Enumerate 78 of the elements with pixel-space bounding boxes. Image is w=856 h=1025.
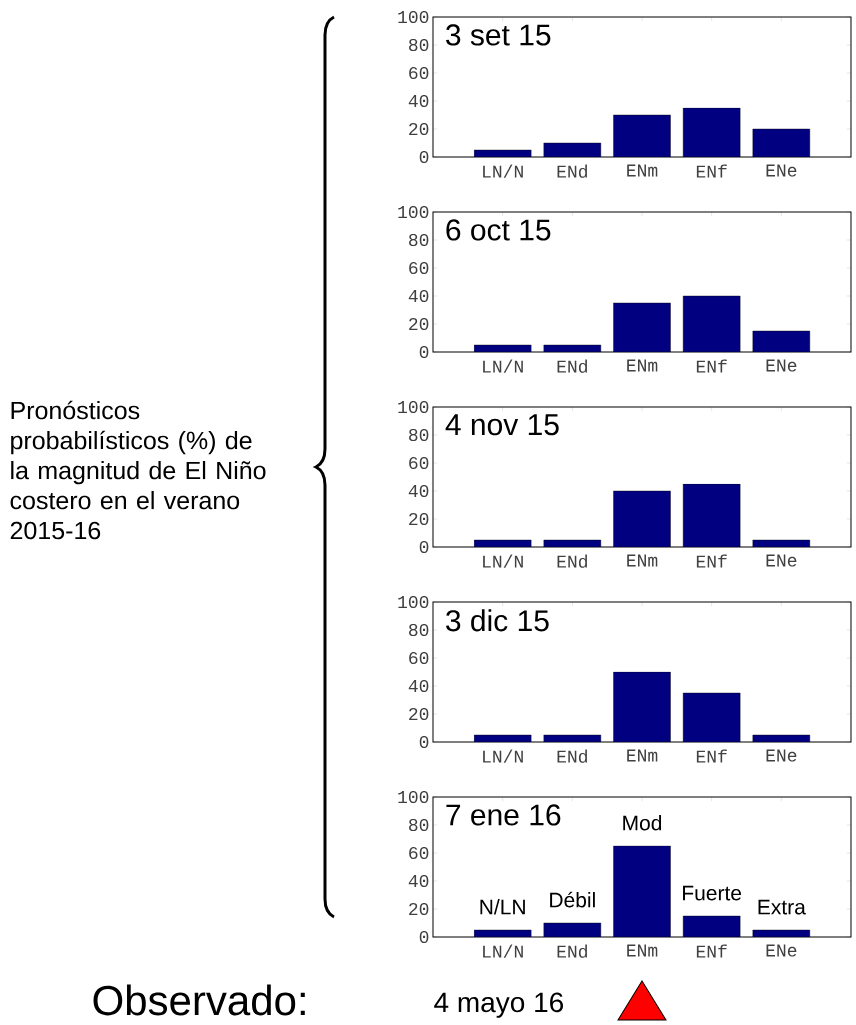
y-tick-label: 40 [408, 679, 429, 693]
x-tick-label: ENf [696, 164, 727, 178]
x-tick-label: ENe [766, 359, 797, 372]
x-tick-label: ENm [627, 359, 658, 372]
y-tick-label: 100 [398, 10, 429, 24]
y-tick-label: 60 [409, 651, 429, 665]
x-tick-label: LN/N [483, 554, 523, 568]
bar [613, 491, 671, 548]
annotation: Mod [623, 815, 662, 831]
bar [752, 128, 811, 158]
x-tick-label: LN/N [483, 359, 523, 373]
y-tick-label: 100 [398, 205, 429, 219]
bar [613, 115, 671, 158]
x-tick-label: ENe [766, 164, 797, 177]
y-tick-label: 60 [409, 261, 429, 275]
y-tick-label: 80 [409, 38, 429, 52]
y-tick-label: 20 [409, 317, 429, 331]
y-tick-label: 60 [409, 456, 429, 470]
y-tick-label: 20 [409, 902, 429, 916]
x-tick-label: ENm [627, 554, 658, 567]
y-tick-label: 0 [419, 345, 429, 359]
y-tick-label: 80 [409, 233, 429, 247]
text: Observado: [93, 984, 305, 1016]
x-tick-label: ENm [627, 164, 658, 177]
annotation: Extra [758, 899, 806, 915]
bar [683, 296, 741, 353]
text: Pronósticos probabilísticos (%) de la magnitud de El Niño costero en el verano 2015-16 [10, 400, 266, 540]
bar [613, 303, 671, 353]
x-tick-label: LN/N [483, 944, 523, 958]
annotation: Fuerte [683, 885, 742, 901]
x-tick-label: ENd [557, 749, 587, 763]
chart-title: 3 set 15 [446, 24, 551, 46]
y-tick-label: 40 [408, 874, 429, 888]
y-tick-label: 0 [419, 735, 429, 749]
y-tick-label: 80 [409, 623, 429, 637]
x-tick-label: LN/N [483, 749, 523, 763]
annotation: N/LN [480, 899, 525, 915]
bar [613, 672, 671, 743]
chart-title: 4 nov 15 [445, 414, 559, 436]
x-tick-label: ENd [557, 944, 587, 958]
x-tick-label: ENm [627, 944, 658, 957]
x-tick-label: ENe [766, 944, 797, 957]
bar [683, 484, 741, 548]
y-tick-label: 20 [409, 122, 429, 136]
y-tick-label: 20 [409, 707, 429, 721]
bar [683, 108, 741, 158]
y-tick-label: 40 [408, 484, 429, 498]
x-tick-label: ENd [557, 554, 587, 568]
x-tick-label: ENe [766, 554, 797, 567]
x-tick-label: ENf [696, 359, 727, 373]
text: 4 mayo 16 [434, 992, 563, 1018]
y-tick-label: 40 [408, 94, 429, 108]
x-tick-label: ENd [557, 164, 587, 178]
y-tick-label: 0 [419, 540, 429, 554]
y-tick-label: 60 [409, 66, 429, 80]
x-tick-label: ENm [627, 749, 658, 762]
chart-title: 6 oct 15 [446, 219, 551, 241]
y-tick-label: 0 [419, 930, 429, 944]
y-tick-label: 100 [398, 790, 429, 804]
chart-title: 7 ene 16 [446, 804, 561, 826]
y-tick-label: 100 [398, 595, 429, 609]
bar [683, 693, 741, 743]
x-tick-label: ENe [766, 749, 797, 762]
x-tick-label: LN/N [483, 164, 523, 178]
x-tick-label: ENd [557, 359, 587, 373]
y-tick-label: 40 [408, 289, 429, 303]
x-tick-label: ENf [696, 749, 727, 763]
y-tick-label: 80 [409, 818, 429, 832]
chart-title: 3 dic 15 [446, 609, 549, 632]
annotation: Débil [550, 891, 595, 908]
x-tick-label: ENf [696, 944, 727, 958]
x-tick-label: ENf [696, 554, 727, 568]
y-tick-label: 20 [409, 512, 429, 526]
y-tick-label: 60 [409, 846, 429, 860]
y-tick-label: 100 [398, 400, 429, 414]
y-tick-label: 80 [409, 428, 429, 442]
y-tick-label: 0 [419, 150, 429, 164]
bar [613, 846, 671, 938]
